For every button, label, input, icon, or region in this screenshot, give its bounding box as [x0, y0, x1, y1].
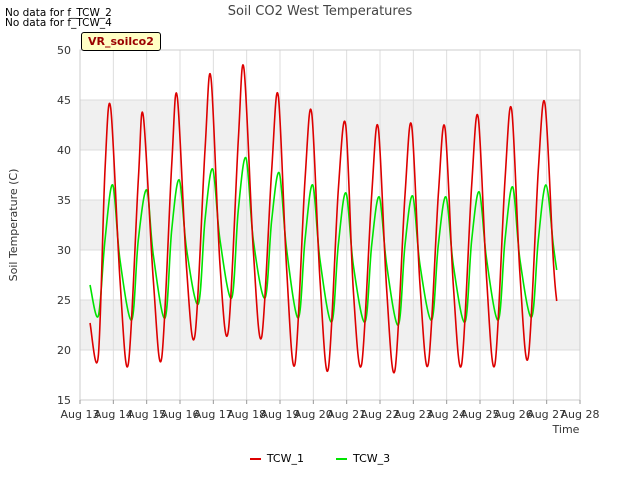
y-tick-label: 20 — [57, 344, 71, 357]
x-tick-label: Aug 15 — [127, 408, 166, 421]
no-data-note-2: No data for f_TCW_4 — [5, 17, 112, 29]
legend-swatch-tcw3 — [336, 457, 347, 460]
grid-band — [80, 100, 580, 150]
station-tag: VR_soilco2 — [81, 32, 161, 51]
legend: TCW_1 TCW_3 — [0, 452, 640, 465]
x-tick-label: Aug 24 — [427, 408, 466, 421]
legend-label-tcw3: TCW_3 — [353, 452, 391, 465]
legend-item-tcw1: TCW_1 — [249, 452, 304, 465]
x-tick-label: Aug 19 — [261, 408, 300, 421]
no-data-note-1: No data for f_TCW_2 — [5, 7, 112, 19]
legend-item-tcw3: TCW_3 — [336, 452, 390, 465]
x-tick-label: Aug 26 — [494, 408, 533, 421]
x-tick-label: Aug 28 — [561, 408, 600, 421]
series-line-tcw3 — [89, 157, 558, 326]
series-line-tcw1 — [89, 64, 558, 374]
x-tick-label: Aug 16 — [161, 408, 200, 421]
x-tick-label: Aug 17 — [194, 408, 233, 421]
x-tick-label: Aug 27 — [527, 408, 566, 421]
y-tick-label: 15 — [57, 394, 71, 407]
y-axis-label: Soil Temperature (C) — [7, 169, 20, 282]
legend-label-tcw1: TCW_1 — [266, 452, 304, 465]
y-tick-label: 25 — [57, 294, 71, 307]
x-tick-label: Aug 21 — [327, 408, 366, 421]
x-tick-label: Aug 25 — [461, 408, 500, 421]
x-tick-label: Aug 18 — [227, 408, 266, 421]
y-tick-label: 30 — [57, 244, 71, 257]
grid-band — [80, 200, 580, 250]
legend-swatch-tcw1 — [249, 457, 261, 460]
x-tick-label: Aug 13 — [61, 408, 100, 421]
x-axis-label: Time — [552, 423, 580, 436]
y-tick-label: 40 — [57, 144, 71, 157]
x-tick-label: Aug 20 — [294, 408, 333, 421]
plot-frame — [79, 49, 581, 401]
y-tick-label: 50 — [57, 44, 71, 57]
y-tick-label: 35 — [57, 194, 71, 207]
x-tick-label: Aug 14 — [94, 408, 133, 421]
chart-title: Soil CO2 West Temperatures — [228, 4, 413, 19]
x-tick-label: Aug 23 — [394, 408, 433, 421]
x-tick-label: Aug 22 — [361, 408, 400, 421]
y-tick-label: 45 — [57, 94, 71, 107]
